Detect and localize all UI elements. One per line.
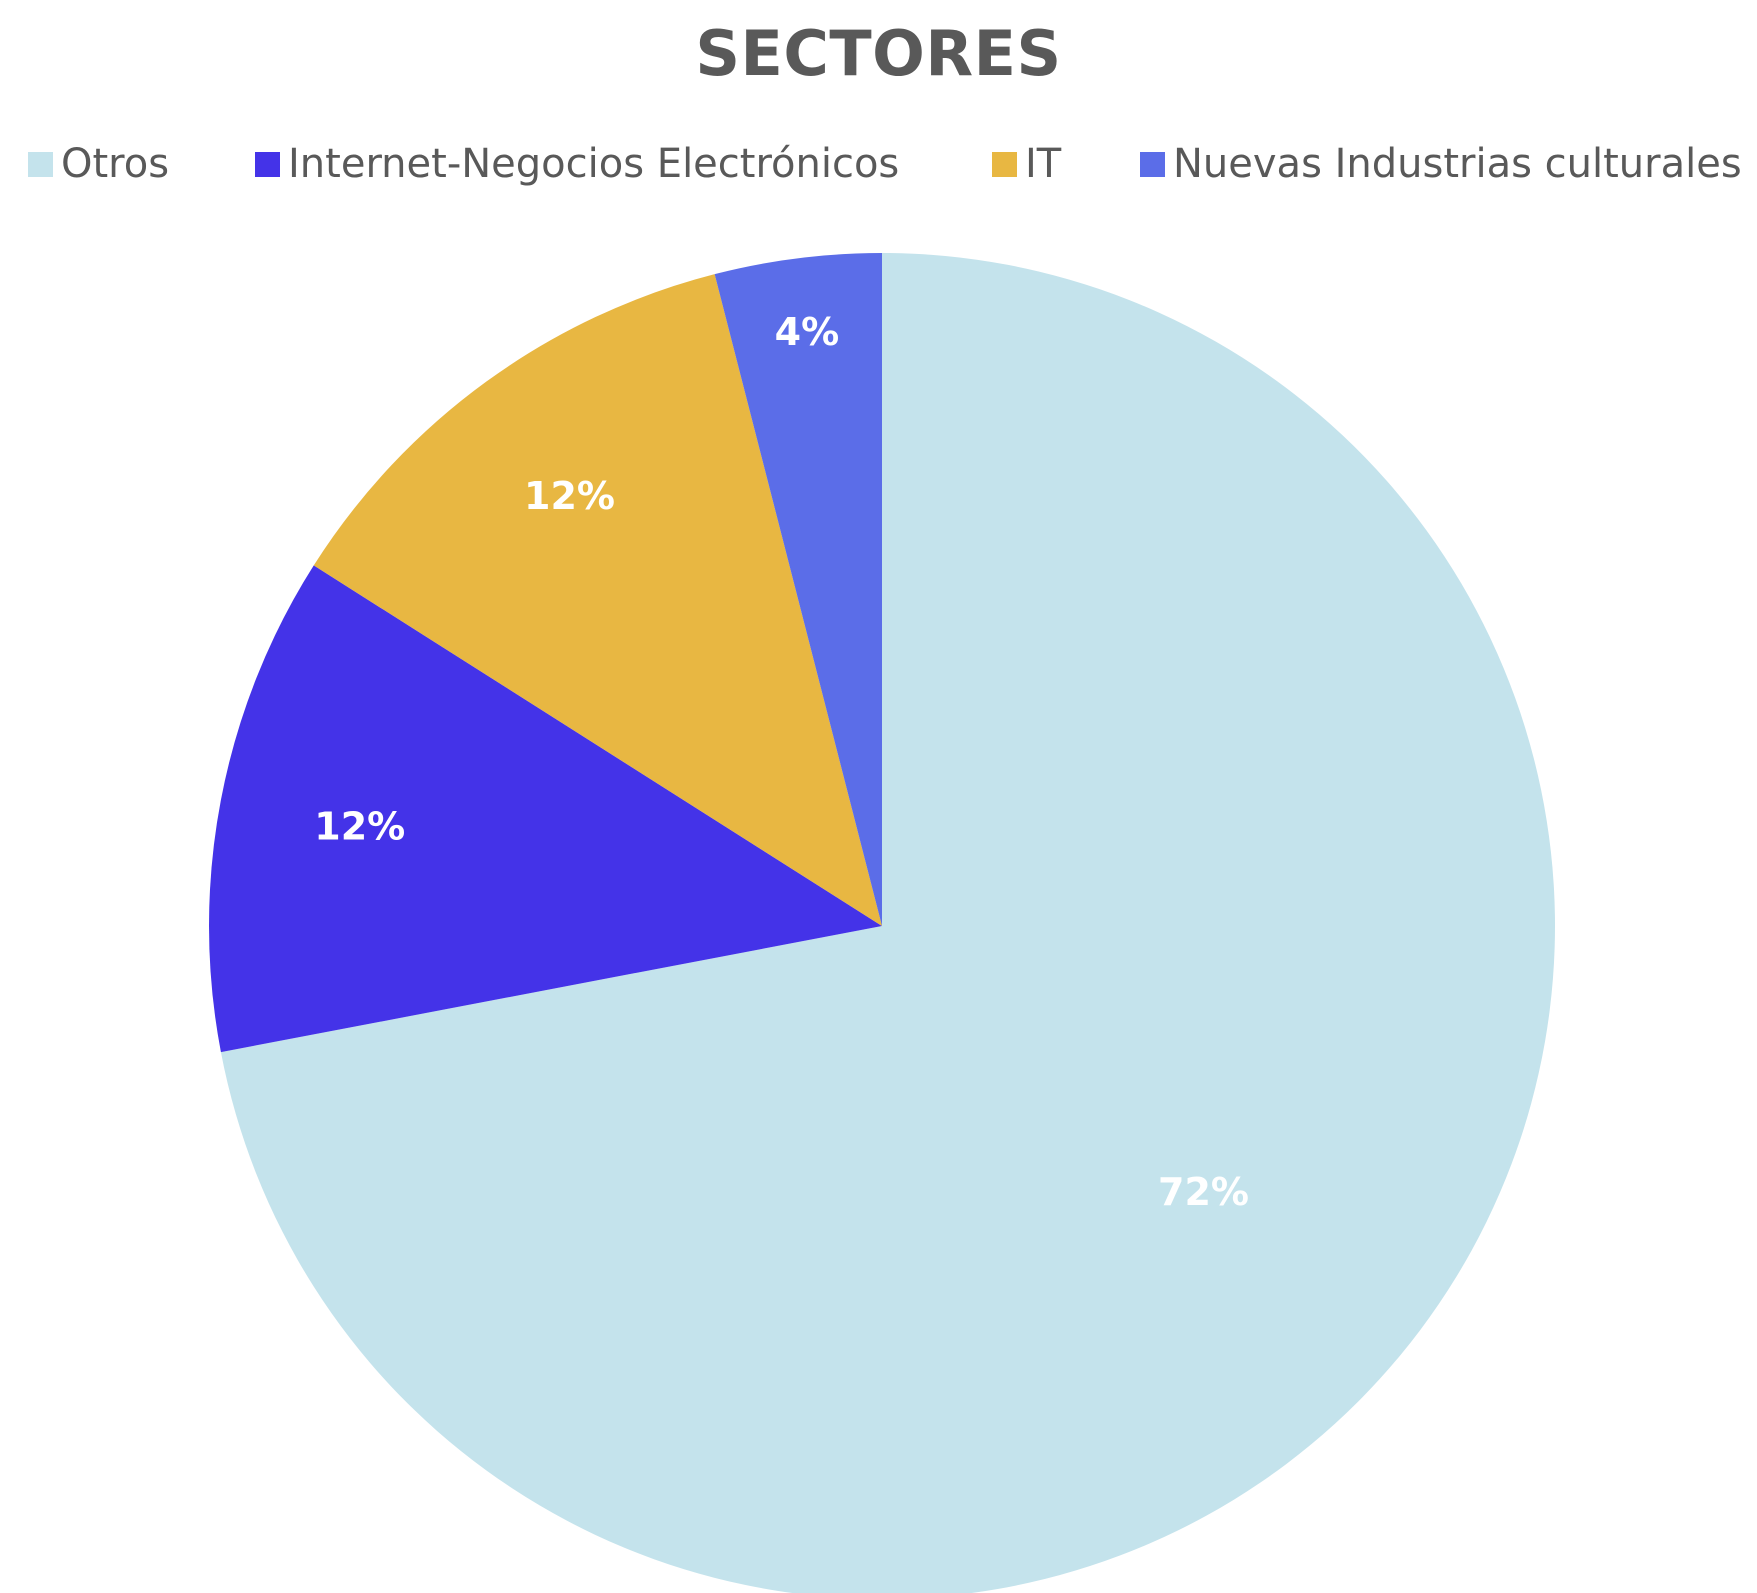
- pie-slice-internet: [209, 565, 882, 1053]
- legend-item-otros: Otros: [28, 134, 169, 194]
- legend-label-nuevas: Nuevas Industrias culturales: [1173, 141, 1742, 187]
- data-label-nuevas: 4%: [775, 310, 840, 354]
- pie-slice-nuevas: [714, 253, 882, 926]
- data-label-otros: 72%: [1158, 1170, 1249, 1214]
- legend-label-it: IT: [1025, 141, 1062, 187]
- legend-item-it: IT: [992, 134, 1061, 194]
- legend-label-internet: Internet-Negocios Electrónicos: [288, 141, 900, 187]
- pie-slice-otros: [220, 253, 1555, 1593]
- data-label-internet: 12%: [314, 804, 405, 848]
- data-label-it: 12%: [524, 474, 615, 518]
- legend-swatch-internet: [255, 151, 280, 177]
- legend-label-otros: Otros: [61, 141, 170, 187]
- chart-title: SECTORES: [695, 17, 1062, 90]
- pie-slice-it: [313, 274, 882, 926]
- legend-item-nuevas: Nuevas Industrias culturales: [1140, 134, 1742, 194]
- chart-legend: Otros Internet-Negocios Electrónicos IT …: [0, 134, 1757, 194]
- legend-swatch-nuevas: [1140, 151, 1165, 177]
- legend-swatch-otros: [28, 151, 53, 177]
- legend-swatch-it: [992, 151, 1017, 177]
- legend-item-internet: Internet-Negocios Electrónicos: [255, 134, 899, 194]
